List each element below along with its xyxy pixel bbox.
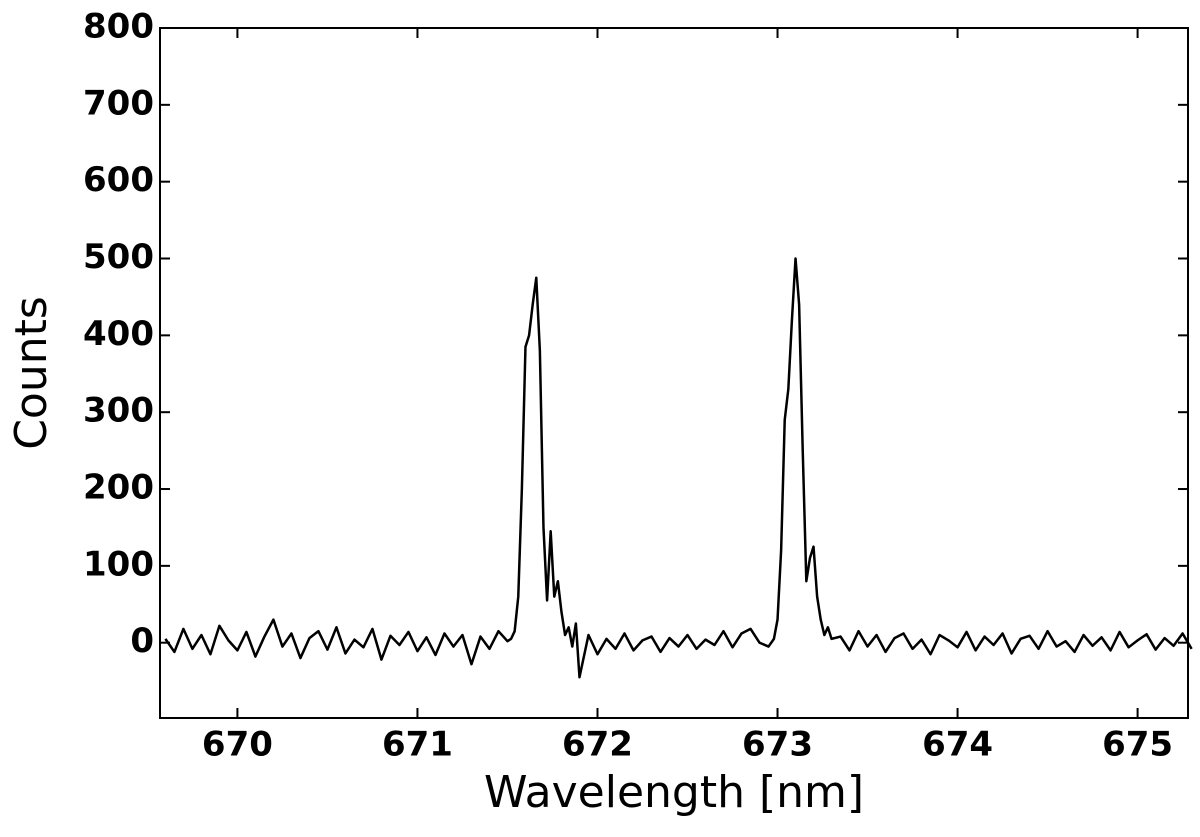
y-tick-label: 100 <box>83 544 154 584</box>
y-tick-label: 500 <box>83 237 154 277</box>
y-tick-label: 700 <box>83 83 154 123</box>
y-tick-label: 600 <box>83 160 154 200</box>
spectrum-line <box>164 257 1193 679</box>
y-tick-label: 300 <box>83 391 154 431</box>
y-tick-label: 800 <box>83 7 154 47</box>
x-tick-label: 670 <box>202 725 273 765</box>
y-tick-label: 400 <box>83 314 154 354</box>
plot-frame <box>159 27 1189 719</box>
x-tick-label: 674 <box>922 725 993 765</box>
x-axis-label: Wavelength [nm] <box>484 767 864 818</box>
x-tick-label: 671 <box>382 725 453 765</box>
y-axis-label: Counts <box>6 296 57 450</box>
x-tick-label: 675 <box>1102 725 1173 765</box>
y-tick-label: 200 <box>83 468 154 508</box>
y-tick-label: 0 <box>130 621 154 661</box>
x-tick-label: 672 <box>562 725 633 765</box>
x-tick-label: 673 <box>742 725 813 765</box>
